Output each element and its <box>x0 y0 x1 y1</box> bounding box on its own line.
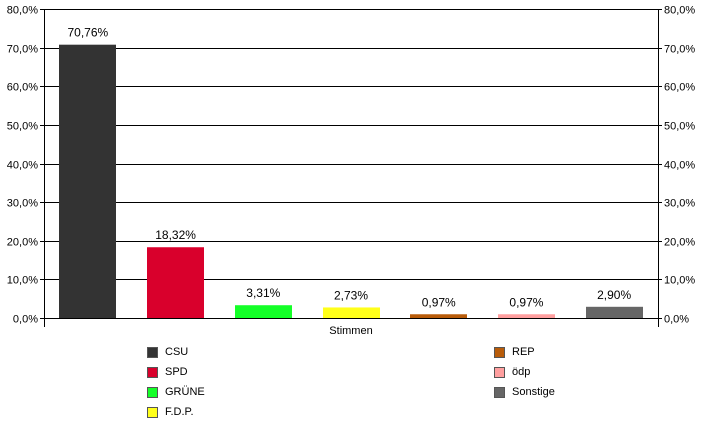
legend-item: SPD <box>147 364 188 380</box>
legend-swatch <box>147 346 158 358</box>
legend-item: GRÜNE <box>147 384 205 400</box>
y-tick-label-left: 20,0% <box>7 237 38 249</box>
legend-swatch <box>147 386 158 398</box>
legend-label: Sonstige <box>512 386 555 398</box>
data-label: 2,90% <box>597 288 631 302</box>
y-tick-label-left: 70,0% <box>7 44 38 56</box>
legend-item: REP <box>494 344 535 360</box>
gridlines <box>44 9 658 319</box>
y-tick-label-left: 50,0% <box>7 121 38 133</box>
y-tick-label-left: 80,0% <box>7 5 38 17</box>
bars <box>59 44 643 318</box>
legend-item: Sonstige <box>494 384 555 400</box>
y-tick-label-right: 20,0% <box>664 237 695 249</box>
legend-item: CSU <box>147 344 188 360</box>
y-tick-label-left: 40,0% <box>7 160 38 172</box>
y-tick-label-right: 0,0% <box>664 314 689 326</box>
y-tick-label-right: 50,0% <box>664 121 695 133</box>
data-label: 18,32% <box>155 228 196 242</box>
legend-label: SPD <box>165 366 188 378</box>
legend-item: ödp <box>494 364 530 380</box>
y-tick-label-right: 70,0% <box>664 44 695 56</box>
y-tick-label-right: 10,0% <box>664 275 695 287</box>
y-tick-label-right: 40,0% <box>664 160 695 172</box>
data-label: 2,73% <box>334 288 368 302</box>
y-tick-label-right: 30,0% <box>664 198 695 210</box>
legend-label: GRÜNE <box>165 386 205 398</box>
y-tick-label-left: 30,0% <box>7 198 38 210</box>
y-axis-right: 0,0% 10,0% 20,0% 30,0% 40,0% 50,0% 60,0% 70,0% 8… <box>658 5 695 326</box>
legend-label: F.D.P. <box>165 406 194 418</box>
y-tick-label-left: 60,0% <box>7 82 38 94</box>
bar-ödp <box>498 314 555 318</box>
bar-spd <box>147 247 204 318</box>
legend-label: REP <box>512 346 535 358</box>
legend-swatch <box>147 366 158 378</box>
data-label: 0,97% <box>509 295 543 309</box>
bar-sonstige <box>586 306 643 318</box>
data-label: 0,97% <box>422 295 456 309</box>
legend-swatch <box>494 346 505 358</box>
y-tick-label-left: 10,0% <box>7 275 38 287</box>
legend-swatch <box>147 406 158 418</box>
y-axis-left: 0,0% 10,0% 20,0% 30,0% 40,0% 50,0% 60,0% 70,0% 8… <box>7 5 44 326</box>
legend-label: CSU <box>165 346 189 358</box>
legend-swatch <box>494 366 505 378</box>
data-label: 3,31% <box>246 286 280 300</box>
y-tick-label-right: 60,0% <box>664 82 695 94</box>
legend-item: F.D.P. <box>147 404 194 420</box>
data-label: 70,76% <box>68 26 109 40</box>
data-labels: 70,76% 18,32% 3,31% 2,73% 0,97% 0,97% 2,90% <box>68 26 632 310</box>
bar-csu <box>59 44 116 318</box>
y-tick-label-left: 0,0% <box>13 314 38 326</box>
legend-swatch <box>494 386 505 398</box>
bar-grüne <box>235 305 292 318</box>
axes <box>44 9 659 327</box>
y-tick-label-right: 80,0% <box>664 5 695 17</box>
x-axis-label: Stimmen <box>329 325 372 337</box>
legend-label: ödp <box>512 366 531 378</box>
bar-f-d-p- <box>323 307 380 318</box>
bar-rep <box>410 314 467 318</box>
